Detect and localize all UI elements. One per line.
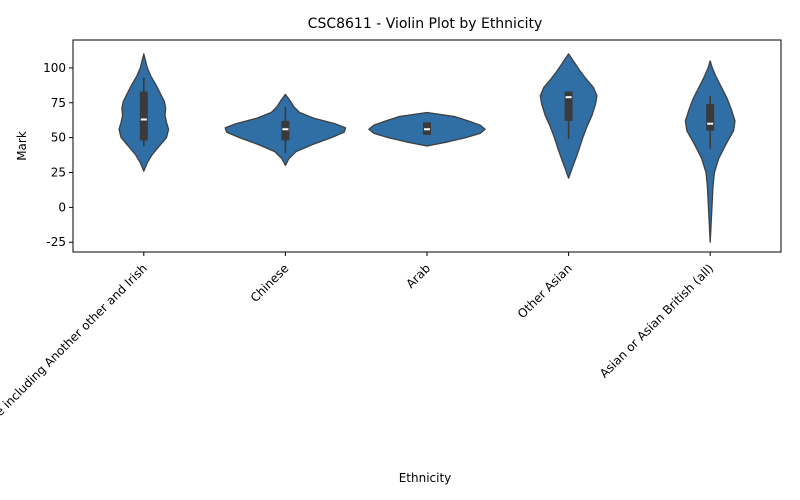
y-axis: -25 0 25 50 75 100 — [43, 61, 73, 249]
violin-median — [707, 122, 714, 125]
y-axis-label: Mark — [15, 131, 29, 161]
x-tick-label: White including Another other and Irish — [0, 261, 150, 438]
violins-layer — [118, 53, 736, 243]
violin-body — [684, 60, 736, 243]
y-tick-label: 100 — [43, 61, 66, 75]
violin-median — [282, 128, 289, 131]
violin-iqr-box — [564, 91, 573, 121]
x-axis: White including Another other and Irish C… — [0, 252, 716, 438]
x-axis-label: Ethnicity — [399, 471, 452, 485]
x-tick-label: Arab — [403, 261, 433, 291]
x-tick-label: Asian or Asian British (all) — [597, 261, 716, 380]
violin-iqr-box — [706, 104, 715, 131]
violin-median — [565, 96, 572, 99]
x-tick-label: Other Asian — [515, 261, 575, 321]
y-tick-label: -25 — [46, 235, 66, 249]
violin-median — [140, 118, 147, 121]
chart-title: CSC8611 - Violin Plot by Ethnicity — [308, 16, 543, 32]
violin-iqr-box — [139, 91, 148, 141]
y-tick-label: 50 — [51, 131, 66, 145]
violin-iqr-box — [281, 120, 290, 141]
y-tick-label: 75 — [51, 96, 66, 110]
x-tick-label: Chinese — [248, 261, 292, 305]
y-tick-label: 0 — [58, 200, 66, 214]
violin-median — [424, 128, 430, 131]
y-tick-label: 25 — [51, 166, 66, 180]
